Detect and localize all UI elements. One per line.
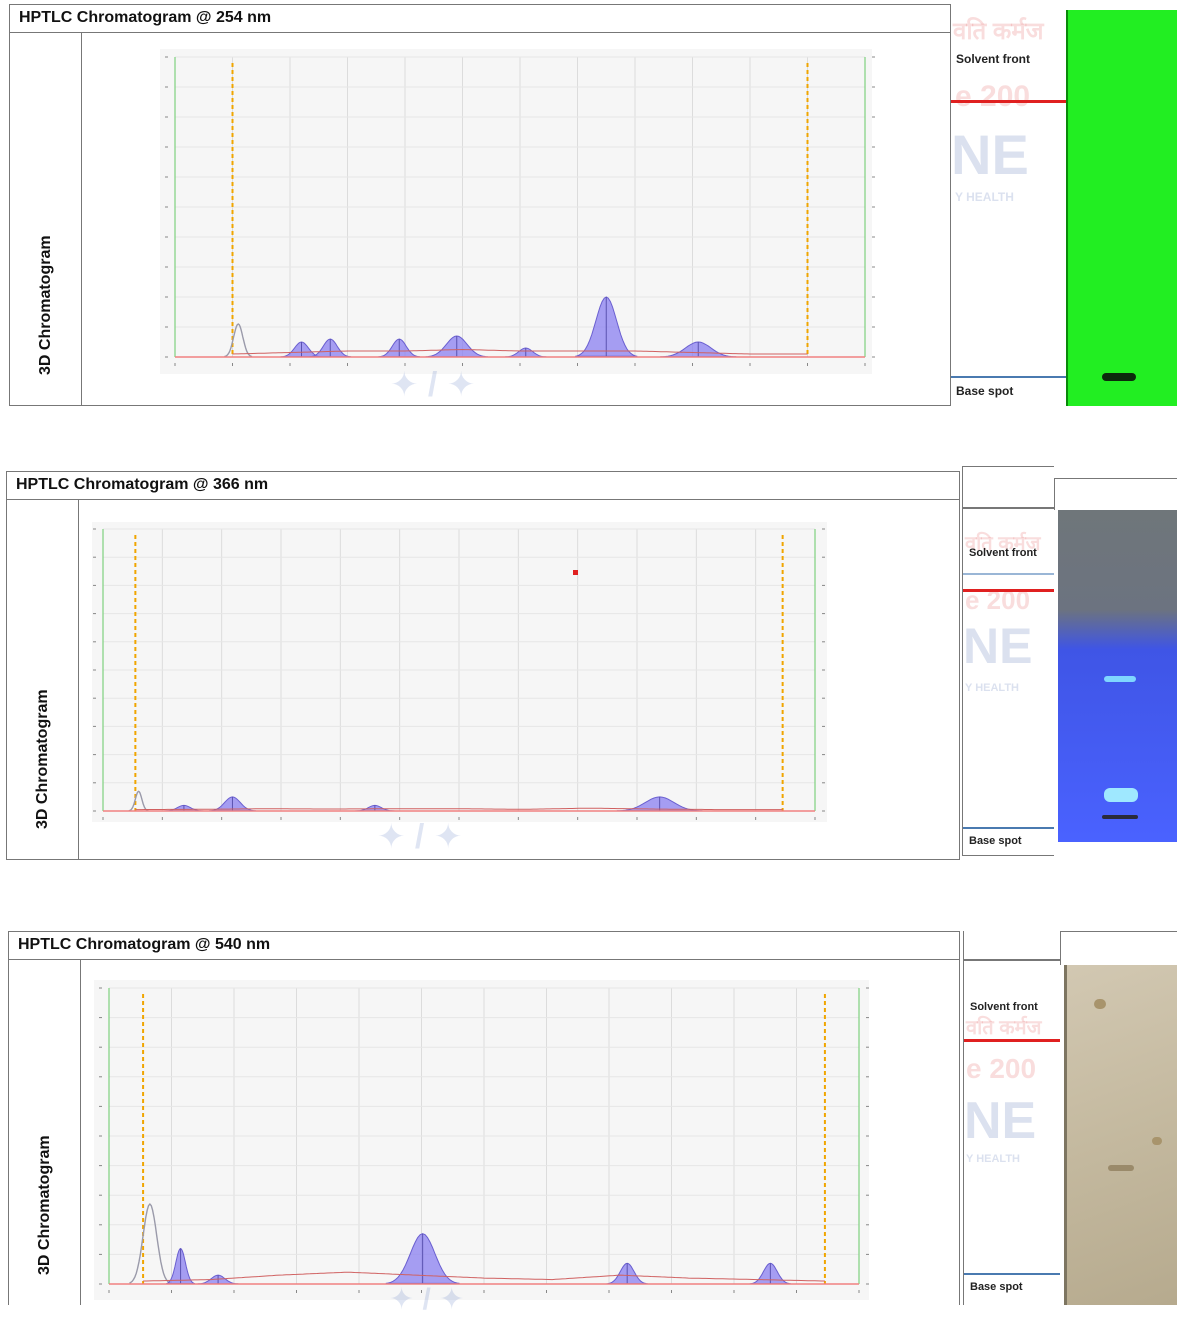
peak-outline xyxy=(129,1203,171,1284)
plot-area xyxy=(160,49,872,374)
tlc-plate-image xyxy=(1058,510,1177,842)
side-label-column: 3D Chromatogram xyxy=(10,33,82,405)
solvent-front-label: Solvent front xyxy=(956,52,1030,66)
plate-legend: वति कर्मज e 200 NE Y HEALTH Solvent fron… xyxy=(962,466,1054,856)
legend-top-divider xyxy=(964,959,1060,961)
base-spot-line xyxy=(963,827,1054,829)
panel-366nm: HPTLC Chromatogram @ 366 nm 3D Chromatog… xyxy=(0,466,1177,866)
plate-header-box xyxy=(1060,931,1177,965)
plate-band xyxy=(1104,788,1138,802)
panel-title: HPTLC Chromatogram @ 366 nm xyxy=(7,472,959,500)
plate-band xyxy=(1102,373,1136,381)
marker-dot xyxy=(573,570,578,575)
base-spot-line xyxy=(951,376,1066,378)
tlc-plate-image xyxy=(1066,10,1177,406)
watermark: वति कर्मज xyxy=(953,18,1044,45)
plate-band xyxy=(1104,676,1136,682)
plate-band xyxy=(1108,1165,1134,1171)
chart-366nm xyxy=(93,528,825,820)
chromatogram-frame: HPTLC Chromatogram @ 254 nm 3D Chromatog… xyxy=(9,4,951,406)
side-label-column: 3D Chromatogram xyxy=(7,500,79,859)
base-spot-line xyxy=(964,1273,1060,1275)
base-spot-label: Base spot xyxy=(956,384,1014,398)
solvent-front-line xyxy=(951,100,1066,103)
tlc-plate-image xyxy=(1064,965,1177,1305)
peak-outline xyxy=(224,323,253,358)
plate-legend: वति कर्मज e 200 NE Y HEALTH Solvent fron… xyxy=(951,4,1066,406)
plate-band xyxy=(1152,1137,1162,1145)
plate-band xyxy=(1102,815,1138,819)
watermark: NE xyxy=(964,1092,1037,1150)
side-label-column: 3D Chromatogram xyxy=(9,960,81,1305)
chart-254nm xyxy=(165,56,875,366)
panel-title: HPTLC Chromatogram @ 540 nm xyxy=(9,932,959,960)
plot-area xyxy=(94,980,869,1300)
plate-band xyxy=(1094,999,1106,1009)
watermark: e 200 xyxy=(966,1053,1037,1084)
legend-top-divider xyxy=(963,507,1054,509)
plate-edge xyxy=(1066,10,1068,406)
watermark: NE xyxy=(951,123,1029,186)
solvent-front-label: Solvent front xyxy=(969,547,1037,559)
solvent-divider-line xyxy=(963,573,1054,575)
baseline-trace xyxy=(232,348,808,355)
watermark: वति कर्मज xyxy=(966,1017,1042,1039)
chart-540nm xyxy=(99,987,869,1293)
baseline-trace xyxy=(135,807,783,811)
solvent-front-label: Solvent front xyxy=(970,1001,1038,1013)
solvent-front-line xyxy=(963,589,1054,592)
watermark: Y HEALTH xyxy=(966,1153,1020,1165)
chromatogram-frame: HPTLC Chromatogram @ 366 nm 3D Chromatog… xyxy=(6,471,960,860)
base-spot-label: Base spot xyxy=(969,835,1022,847)
watermark: NE xyxy=(963,618,1033,674)
base-spot-label: Base spot xyxy=(970,1281,1023,1293)
panel-540nm: HPTLC Chromatogram @ 540 nm 3D Chromatog… xyxy=(0,925,1177,1316)
baseline-trace xyxy=(143,1271,825,1282)
plate-header-box xyxy=(1054,478,1177,510)
peak-outline xyxy=(128,790,149,812)
panel-title: HPTLC Chromatogram @ 254 nm xyxy=(10,5,950,33)
chromatogram-frame: HPTLC Chromatogram @ 540 nm 3D Chromatog… xyxy=(8,931,960,1316)
watermark: Y HEALTH xyxy=(955,190,1014,204)
plate-legend: वति कर्मज e 200 NE Y HEALTH Solvent fron… xyxy=(963,931,1060,1305)
watermark: e 200 xyxy=(955,80,1031,113)
panel-254nm: HPTLC Chromatogram @ 254 nm 3D Chromatog… xyxy=(0,0,1177,410)
plate-edge xyxy=(1064,965,1067,1305)
watermark: Y HEALTH xyxy=(965,682,1019,694)
solvent-front-line xyxy=(964,1039,1060,1042)
